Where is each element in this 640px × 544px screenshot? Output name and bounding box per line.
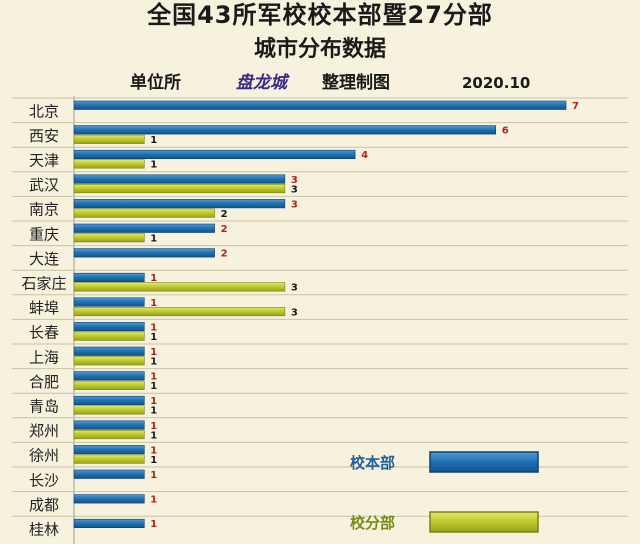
bar-main-campus-4 xyxy=(73,199,286,209)
bar-main-campus-0 xyxy=(73,100,567,110)
category-label: 蚌埠 xyxy=(29,299,59,317)
data-label: 3 xyxy=(291,184,298,195)
category-label: 武汉 xyxy=(29,176,59,194)
category-label: 大连 xyxy=(29,250,59,268)
bar-main-campus-16 xyxy=(73,494,145,504)
category-label: 徐州 xyxy=(29,447,59,465)
bar-branch-campus-12 xyxy=(73,405,145,415)
category-label: 上海 xyxy=(29,348,59,366)
data-label: 1 xyxy=(150,455,157,466)
data-label: 4 xyxy=(361,150,368,161)
bar-branch-campus-13 xyxy=(73,429,145,440)
bar-main-campus-5 xyxy=(73,223,215,233)
data-label: 1 xyxy=(150,347,157,358)
data-label: 1 xyxy=(150,470,157,481)
data-label: 3 xyxy=(291,175,298,186)
data-label: 1 xyxy=(150,135,157,146)
bar-main-campus-1 xyxy=(73,125,497,135)
bar-main-campus-12 xyxy=(73,395,145,406)
bar-branch-campus-8 xyxy=(73,307,286,317)
category-label: 石家庄 xyxy=(21,275,66,293)
bar-main-campus-11 xyxy=(73,371,145,381)
bar-main-campus-7 xyxy=(73,272,145,282)
unit-label: 单位所 xyxy=(130,73,181,93)
data-label: 1 xyxy=(150,322,157,333)
bar-main-campus-9 xyxy=(73,322,145,332)
category-label: 天津 xyxy=(29,152,59,170)
data-label: 3 xyxy=(291,199,298,210)
data-label: 2 xyxy=(221,249,228,260)
data-label: 1 xyxy=(150,396,157,407)
legend-swatch xyxy=(429,511,539,533)
category-label: 长春 xyxy=(29,324,59,342)
category-label: 重庆 xyxy=(29,225,59,243)
bar-branch-campus-7 xyxy=(73,282,286,292)
bar-main-campus-13 xyxy=(73,420,145,430)
chart-title: 全国43所军校校本部暨27分部 xyxy=(147,1,493,29)
bar-main-campus-14 xyxy=(73,445,145,455)
category-label: 长沙 xyxy=(29,471,59,489)
data-label: 1 xyxy=(150,381,157,392)
made-by-label: 整理制图 xyxy=(322,73,390,93)
data-label: 1 xyxy=(150,234,157,245)
bar-branch-campus-11 xyxy=(73,380,145,390)
legend-label: 校本部 xyxy=(350,454,395,472)
bar-main-campus-17 xyxy=(73,518,145,529)
data-label: 1 xyxy=(150,445,157,456)
bar-branch-campus-9 xyxy=(73,331,145,341)
bar-main-campus-8 xyxy=(73,297,145,307)
data-label: 1 xyxy=(150,357,157,368)
data-label: 1 xyxy=(150,430,157,441)
data-label: 2 xyxy=(221,209,228,220)
category-label: 北京 xyxy=(29,102,59,120)
data-label: 2 xyxy=(221,224,228,235)
bar-main-campus-15 xyxy=(73,469,145,479)
data-label: 1 xyxy=(150,372,157,383)
data-label: 6 xyxy=(502,126,509,137)
bar-main-campus-3 xyxy=(73,174,286,184)
bar-main-campus-6 xyxy=(73,248,215,258)
data-label: 1 xyxy=(150,332,157,343)
category-label: 青岛 xyxy=(29,398,59,416)
bar-branch-campus-4 xyxy=(73,208,215,218)
data-label: 3 xyxy=(291,283,298,294)
data-label: 1 xyxy=(150,160,157,171)
legend-label: 校分部 xyxy=(350,514,395,532)
author-name: 盘龙城 xyxy=(236,73,287,93)
bar-branch-campus-1 xyxy=(73,134,145,144)
chart-subtitle: 城市分布数据 xyxy=(253,37,386,62)
data-label: 1 xyxy=(150,421,157,432)
data-label: 1 xyxy=(150,519,157,530)
category-label: 南京 xyxy=(29,201,59,219)
data-label: 1 xyxy=(150,298,157,309)
data-label: 3 xyxy=(291,307,298,318)
bar-main-campus-2 xyxy=(73,149,356,160)
bar-branch-campus-5 xyxy=(73,233,145,243)
data-label: 1 xyxy=(150,495,157,506)
data-label: 7 xyxy=(572,101,579,112)
bar-main-campus-10 xyxy=(73,346,145,356)
bar-branch-campus-3 xyxy=(73,184,286,194)
category-label: 合肥 xyxy=(29,373,59,391)
bar-branch-campus-2 xyxy=(73,159,145,169)
category-label: 桂林 xyxy=(29,521,59,539)
date-label: 2020.10 xyxy=(462,74,531,92)
category-label: 郑州 xyxy=(29,422,59,440)
bar-branch-campus-10 xyxy=(73,356,145,366)
data-label: 1 xyxy=(150,273,157,284)
category-label: 成都 xyxy=(29,496,59,514)
data-label: 1 xyxy=(150,406,157,417)
legend-swatch xyxy=(429,451,539,473)
category-label: 西安 xyxy=(29,127,59,145)
bar-branch-campus-14 xyxy=(73,454,145,464)
